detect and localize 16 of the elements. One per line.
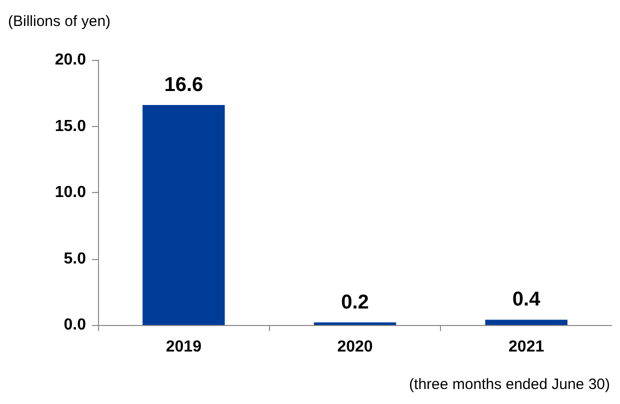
y-tick-label: 5.0 (64, 250, 86, 268)
bar (485, 320, 568, 325)
data-label: 0.4 (512, 288, 542, 311)
y-axis-title: (Billions of yen) (8, 13, 111, 30)
text: (three months ended June 30) (409, 376, 610, 393)
y-tick-label: 10.0 (54, 184, 86, 201)
y-tick-label: 0.0 (64, 316, 86, 334)
x-tick-label: 2020 (337, 338, 373, 356)
x-tick-label: 2021 (508, 338, 544, 356)
data-label: 16.6 (164, 74, 204, 96)
bar (142, 105, 225, 325)
data-label: 0.2 (341, 291, 369, 314)
bar (314, 322, 396, 325)
x-tick-label: 2019 (166, 338, 202, 356)
y-tick-label: 15.0 (54, 118, 86, 135)
y-tick-label: 20.0 (54, 52, 86, 68)
